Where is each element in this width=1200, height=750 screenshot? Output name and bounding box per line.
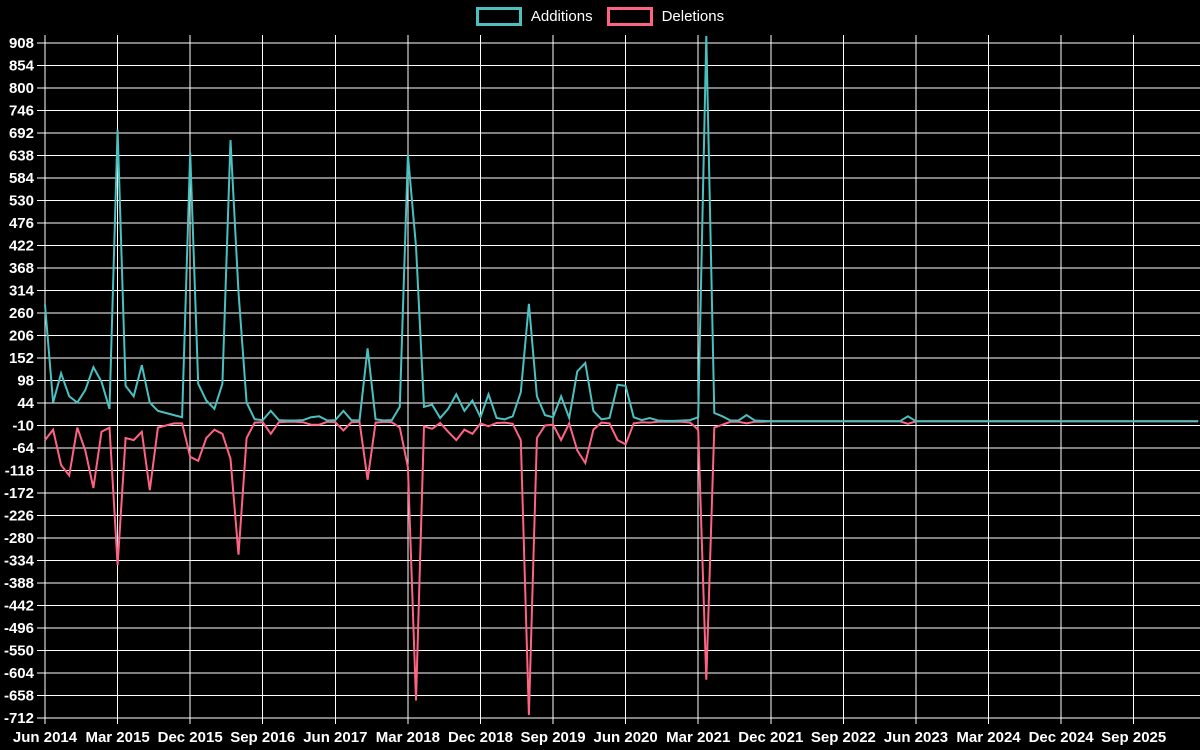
y-tick-label: 314 xyxy=(9,283,35,300)
x-tick-label: Dec 2015 xyxy=(158,729,223,746)
y-tick-label: -388 xyxy=(4,575,34,592)
y-tick-label: 152 xyxy=(9,350,34,367)
y-tick-label: 368 xyxy=(9,260,34,277)
y-tick-label: 692 xyxy=(9,125,34,142)
x-tick-label: Jun 2017 xyxy=(303,729,367,746)
x-tick-label: Jun 2023 xyxy=(884,729,948,746)
y-tick-label: 746 xyxy=(9,103,34,120)
x-tick-label: Sep 2016 xyxy=(230,729,295,746)
x-tick-label: Mar 2018 xyxy=(376,729,440,746)
x-tick-label: Mar 2015 xyxy=(85,729,149,746)
y-tick-label: -10 xyxy=(12,418,34,435)
y-tick-label: 638 xyxy=(9,148,34,165)
y-tick-label: -712 xyxy=(4,710,34,727)
y-tick-label: -280 xyxy=(4,530,34,547)
y-tick-label: -118 xyxy=(5,463,34,480)
additions-swatch-icon xyxy=(475,7,522,26)
x-tick-label: Dec 2018 xyxy=(448,729,513,746)
x-tick-label: Sep 2019 xyxy=(521,729,586,746)
x-tick-label: Mar 2024 xyxy=(956,729,1021,746)
y-tick-label: 584 xyxy=(9,170,35,187)
x-tick-label: Jun 2020 xyxy=(594,729,658,746)
additions-line-series xyxy=(44,35,1199,423)
legend-label-additions: Additions xyxy=(530,8,593,25)
x-tick-label: Dec 2021 xyxy=(738,729,803,746)
y-tick-label: -226 xyxy=(4,508,34,525)
y-tick-label: 44 xyxy=(17,395,34,412)
y-tick-label: 422 xyxy=(9,238,34,255)
x-tick-label: Dec 2024 xyxy=(1029,729,1095,746)
y-tick-label: -442 xyxy=(4,598,34,615)
y-tick-label: 206 xyxy=(9,328,34,345)
y-tick-label: -496 xyxy=(4,620,34,637)
legend-item-additions[interactable]: Additions xyxy=(475,7,593,26)
x-tick-label: Sep 2025 xyxy=(1101,729,1166,746)
y-tick-label: 476 xyxy=(9,215,34,232)
x-tick-label: Mar 2021 xyxy=(666,729,730,746)
x-tick-label: Jun 2014 xyxy=(13,729,78,746)
y-tick-label: 800 xyxy=(9,80,34,97)
y-tick-label: -604 xyxy=(4,665,35,682)
y-tick-label: -334 xyxy=(4,553,35,570)
y-tick-label: 854 xyxy=(9,58,35,75)
y-tick-label: 530 xyxy=(9,193,34,210)
legend-label-deletions: Deletions xyxy=(661,8,725,25)
legend-item-deletions[interactable]: Deletions xyxy=(606,7,725,26)
deletions-swatch-icon xyxy=(606,7,653,26)
y-tick-label: -172 xyxy=(4,485,34,502)
chart-legend: Additions Deletions xyxy=(0,7,1200,26)
y-tick-label: 908 xyxy=(9,35,34,52)
y-tick-label: 260 xyxy=(9,305,34,322)
x-tick-label: Sep 2022 xyxy=(811,729,876,746)
y-tick-label: -550 xyxy=(4,643,34,660)
y-tick-label: -658 xyxy=(4,688,34,705)
y-tick-label: 98 xyxy=(17,373,34,390)
y-tick-label: -64 xyxy=(12,440,34,457)
